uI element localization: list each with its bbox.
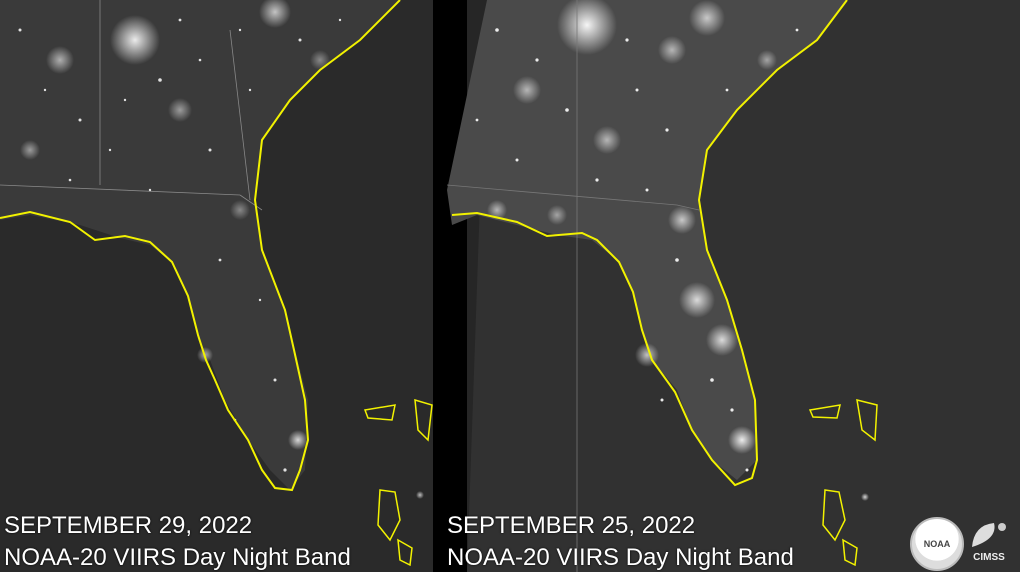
noaa-logo: NOAA [910,517,964,571]
satellite-image-sep-29: SEPTEMBER 29, 2022 NOAA-20 VIIRS Day Nig… [0,0,433,572]
cimss-logo-text: CIMSS [973,552,1005,563]
noaa-logo-text: NOAA [923,539,951,549]
image-date: SEPTEMBER 25, 2022 [447,512,696,539]
state-border [446,0,700,572]
island [808,404,841,419]
image-product: NOAA-20 VIIRS Day Night Band [4,544,351,571]
night-lights-map-right [437,0,1020,572]
island [363,404,396,421]
cimss-logo: CIMSS [964,519,1014,567]
panel-divider [433,0,437,572]
island [377,489,401,542]
image-product: NOAA-20 VIIRS Day Night Band [447,544,794,571]
island [842,538,858,567]
island [822,489,846,542]
night-lights-map-left [0,0,433,567]
coastline [451,0,848,487]
state-border [0,0,263,211]
image-date: SEPTEMBER 29, 2022 [4,512,253,539]
island [856,398,878,442]
satellite-dish-icon [972,523,1006,547]
coastline [0,0,401,492]
island [397,538,413,567]
satellite-image-sep-25: SEPTEMBER 25, 2022 NOAA-20 VIIRS Day Nig… [437,0,1020,572]
island [414,398,433,442]
land-mass [447,0,847,480]
